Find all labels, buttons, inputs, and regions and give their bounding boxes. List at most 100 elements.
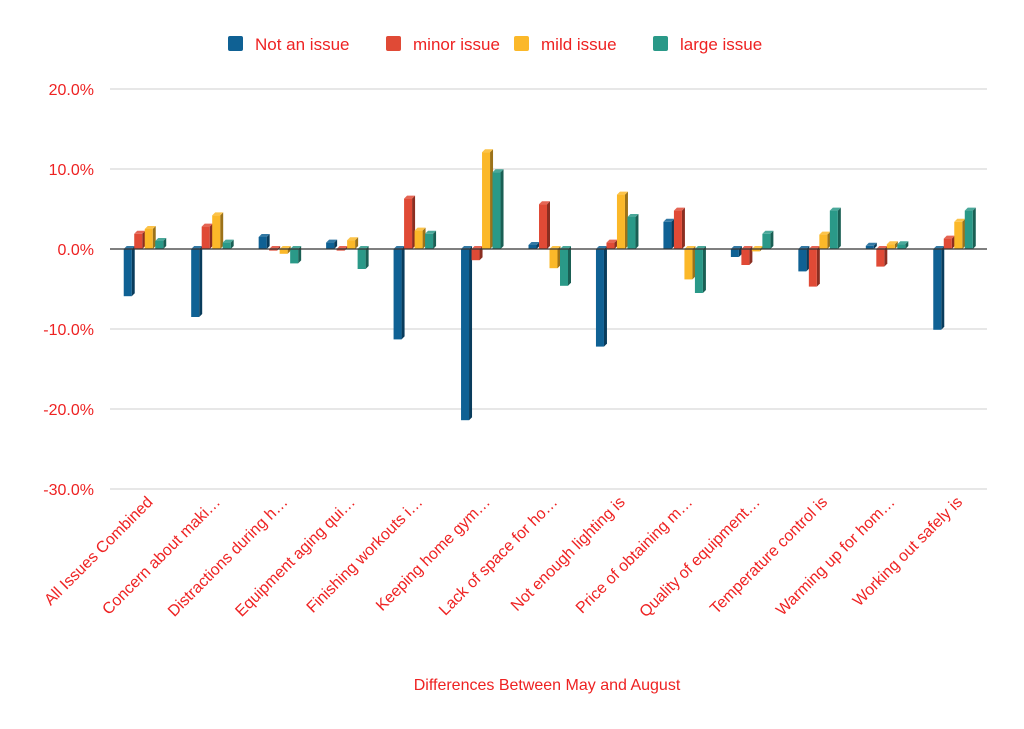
y-tick-label: -10.0%: [43, 322, 94, 339]
bar-side: [209, 223, 213, 249]
bar[interactable]: [290, 246, 302, 264]
bar[interactable]: [819, 231, 831, 249]
bar[interactable]: [954, 218, 966, 249]
bar-top: [694, 246, 706, 249]
bar[interactable]: [212, 212, 224, 249]
bar[interactable]: [191, 246, 203, 317]
x-tick-label: Working out safely is: [850, 494, 966, 610]
bar-front: [798, 249, 807, 272]
bar[interactable]: [616, 191, 628, 249]
bar-front: [326, 242, 335, 249]
bar[interactable]: [762, 230, 774, 249]
bar-side: [142, 230, 146, 249]
bar-side: [894, 241, 898, 249]
bar-top: [414, 227, 426, 231]
bar[interactable]: [606, 239, 618, 249]
bar-front: [144, 229, 153, 249]
bar[interactable]: [222, 239, 234, 249]
bar-side: [365, 246, 369, 269]
bar[interactable]: [492, 169, 504, 249]
bar[interactable]: [964, 207, 976, 249]
bar-top: [290, 246, 302, 249]
x-tick-label: Not enough lighting is: [508, 494, 629, 615]
bar[interactable]: [258, 234, 270, 249]
bar-side: [469, 246, 473, 421]
bar[interactable]: [347, 237, 359, 249]
bar[interactable]: [123, 246, 135, 297]
bar-top: [897, 241, 909, 245]
bar[interactable]: [461, 246, 473, 421]
bar[interactable]: [663, 218, 675, 249]
bar[interactable]: [414, 227, 426, 249]
bar-top: [741, 246, 753, 249]
bar[interactable]: [560, 246, 571, 286]
bar[interactable]: [897, 241, 909, 249]
bar[interactable]: [808, 246, 820, 287]
bar-side: [873, 242, 877, 249]
legend-swatch: [514, 36, 529, 51]
bar-group: [730, 230, 774, 265]
legend-item[interactable]: minor issue: [386, 35, 500, 54]
bar[interactable]: [144, 226, 156, 249]
bar[interactable]: [798, 246, 810, 272]
bar[interactable]: [528, 242, 540, 249]
bar-group: [123, 226, 167, 297]
bar[interactable]: [539, 201, 550, 249]
legend-item[interactable]: mild issue: [514, 35, 617, 54]
bar-top: [549, 246, 561, 249]
bar-front: [482, 152, 491, 249]
bar[interactable]: [741, 246, 753, 265]
bar[interactable]: [549, 246, 561, 269]
bar[interactable]: [471, 246, 483, 261]
bar[interactable]: [943, 235, 955, 249]
bar[interactable]: [886, 241, 898, 249]
bar[interactable]: [829, 207, 841, 249]
bar-top: [123, 246, 135, 249]
bar[interactable]: [876, 246, 888, 267]
bar[interactable]: [269, 246, 281, 251]
bar-top: [326, 239, 338, 243]
bar[interactable]: [482, 149, 494, 249]
bar[interactable]: [155, 238, 167, 249]
bar-front: [933, 249, 942, 330]
bar-front: [471, 249, 480, 261]
y-axis-ticks: 20.0% 10.0% 0.0% -10.0% -20.0% -30.0%: [43, 82, 94, 499]
bar-side: [941, 246, 945, 330]
bar[interactable]: [201, 223, 213, 249]
bar[interactable]: [694, 246, 706, 293]
bar-front: [279, 249, 288, 254]
bar[interactable]: [730, 246, 742, 257]
legend-item[interactable]: large issue: [653, 35, 762, 54]
bar[interactable]: [326, 239, 338, 249]
bar-group: [865, 241, 909, 267]
bar[interactable]: [627, 214, 639, 249]
bar-side: [230, 239, 234, 249]
bar[interactable]: [595, 246, 607, 347]
bar-top: [492, 169, 504, 173]
bar[interactable]: [865, 242, 877, 249]
bar[interactable]: [404, 195, 416, 249]
bar-front: [539, 204, 547, 249]
x-tick-label: Price of obtaining m…: [573, 494, 696, 617]
bar[interactable]: [336, 246, 348, 251]
bar-top: [829, 207, 841, 211]
bar-front: [336, 249, 345, 251]
bar-top: [222, 239, 234, 243]
x-tick-label: Quality of equipment…: [637, 494, 764, 621]
bar[interactable]: [357, 246, 369, 269]
legend-item[interactable]: Not an issue: [228, 35, 350, 54]
bar[interactable]: [425, 230, 437, 249]
bar-group: [191, 212, 234, 317]
bar-front: [865, 245, 874, 249]
bar[interactable]: [134, 230, 146, 249]
bar[interactable]: [393, 246, 405, 340]
bar[interactable]: [933, 246, 945, 330]
bar[interactable]: [279, 246, 291, 254]
bar[interactable]: [673, 207, 685, 249]
bar-side: [635, 214, 639, 249]
bar-side: [131, 246, 135, 297]
bar-side: [692, 246, 696, 280]
legend: Not an issue minor issue mild issue large i…: [228, 35, 762, 54]
bar[interactable]: [684, 246, 696, 280]
bar-front: [269, 249, 278, 251]
